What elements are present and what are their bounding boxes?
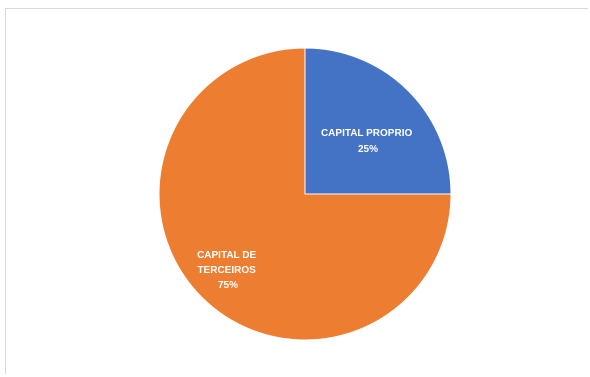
pie-slice-capital-de-terceiros <box>158 47 452 341</box>
slice-label-capital-de-terceiros: CAPITAL DE TERCEIROS 75% <box>197 250 259 291</box>
pie-slice-capital-proprio <box>304 47 452 195</box>
slice-label-capital-proprio-percent: 25% <box>358 144 378 155</box>
slice-label-capital-de-terceiros-percent: 75% <box>218 280 238 291</box>
slice-label-capital-de-terceiros-line2: TERCEIROS <box>197 265 256 276</box>
slice-label-capital-proprio-name: CAPITAL PROPRIO <box>321 128 413 139</box>
slice-label-capital-proprio: CAPITAL PROPRIO 25% <box>321 128 415 155</box>
slice-label-capital-de-terceiros-line1: CAPITAL DE <box>197 250 256 261</box>
